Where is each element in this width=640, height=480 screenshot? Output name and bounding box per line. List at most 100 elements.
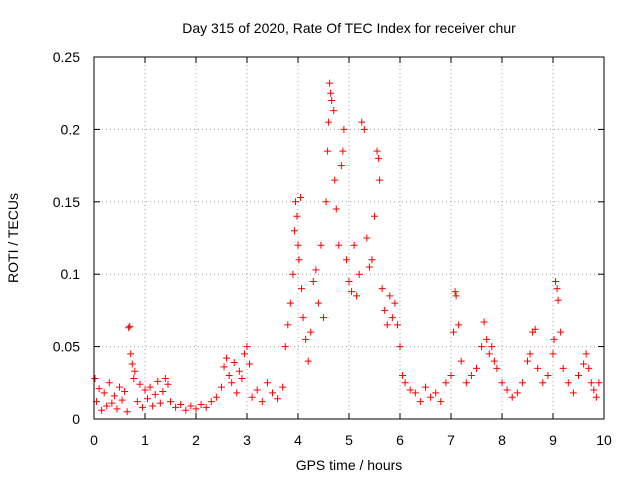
data-point	[493, 364, 501, 372]
data-point	[360, 125, 368, 133]
data-point	[378, 285, 386, 293]
data-point	[220, 363, 228, 371]
data-point	[552, 277, 560, 285]
data-point	[141, 386, 149, 394]
data-point	[138, 403, 146, 411]
data-point	[373, 147, 381, 155]
data-point	[513, 389, 521, 397]
data-point	[233, 389, 241, 397]
data-point	[212, 393, 220, 401]
y-tick-label: 0.05	[53, 339, 80, 355]
data-point	[238, 374, 246, 382]
data-point	[149, 402, 157, 410]
data-point	[337, 162, 345, 170]
data-point	[488, 343, 496, 351]
data-point	[123, 408, 131, 416]
x-tick-label: 7	[447, 432, 455, 448]
data-point	[187, 402, 195, 410]
data-point	[386, 292, 394, 300]
data-point	[340, 125, 348, 133]
x-tick-label: 10	[596, 432, 612, 448]
data-point	[324, 147, 332, 155]
data-point	[391, 299, 399, 307]
data-point	[585, 364, 593, 372]
x-tick-label: 1	[141, 432, 149, 448]
data-point	[498, 379, 506, 387]
data-point	[478, 343, 486, 351]
x-axis-ticks: 0 1 2 3 4 5 6 7 8 9 10	[90, 57, 612, 448]
x-tick-label: 4	[294, 432, 302, 448]
data-point	[388, 314, 396, 322]
data-point	[518, 379, 526, 387]
data-point	[136, 380, 144, 388]
data-point	[144, 395, 152, 403]
data-point	[375, 154, 383, 162]
data-point	[298, 285, 306, 293]
data-point	[592, 393, 600, 401]
data-point	[126, 322, 134, 330]
data-points	[91, 79, 603, 416]
data-point	[353, 292, 361, 300]
data-point	[534, 364, 542, 372]
data-point	[317, 241, 325, 249]
data-point	[355, 270, 363, 278]
data-point	[411, 389, 419, 397]
data-point	[281, 343, 289, 351]
data-point	[161, 374, 169, 382]
x-tick-label: 0	[90, 432, 98, 448]
data-point	[289, 270, 297, 278]
data-point	[526, 350, 534, 358]
data-point	[342, 256, 350, 264]
data-point	[451, 288, 459, 296]
data-point	[462, 379, 470, 387]
data-point	[442, 379, 450, 387]
data-point	[202, 403, 210, 411]
data-point	[128, 360, 136, 368]
data-point	[307, 328, 315, 336]
data-point	[192, 405, 200, 413]
data-point	[159, 387, 167, 395]
data-point	[595, 379, 603, 387]
data-point	[544, 372, 552, 380]
data-point	[345, 277, 353, 285]
data-point	[248, 393, 256, 401]
data-point	[108, 399, 116, 407]
data-point	[575, 372, 582, 380]
y-tick-label: 0.1	[61, 266, 81, 282]
data-point	[223, 354, 231, 362]
data-point	[350, 241, 358, 249]
data-point	[312, 266, 320, 274]
data-point	[133, 398, 141, 406]
data-point	[131, 367, 139, 375]
data-point	[320, 314, 327, 322]
data-point	[467, 372, 475, 380]
data-point	[95, 385, 103, 393]
data-point	[207, 398, 215, 406]
data-point	[549, 350, 557, 358]
data-point	[322, 198, 330, 206]
data-point	[297, 193, 305, 201]
data-point	[437, 398, 445, 406]
data-point	[327, 89, 335, 97]
data-point	[225, 372, 233, 380]
data-point	[358, 118, 366, 126]
data-point	[457, 357, 465, 365]
data-point	[371, 212, 378, 220]
data-point	[383, 321, 391, 329]
data-point	[401, 379, 409, 387]
data-point	[103, 402, 111, 410]
data-point	[154, 377, 162, 385]
data-point	[125, 324, 133, 332]
data-point	[473, 364, 480, 372]
data-point	[91, 374, 99, 382]
data-point	[127, 350, 135, 358]
data-point	[328, 96, 336, 104]
data-point	[309, 277, 317, 285]
data-point	[98, 406, 106, 414]
data-point	[113, 405, 121, 413]
data-point	[590, 386, 598, 394]
data-point	[363, 234, 371, 242]
y-tick-label: 0.25	[53, 49, 80, 65]
data-point	[105, 379, 113, 387]
